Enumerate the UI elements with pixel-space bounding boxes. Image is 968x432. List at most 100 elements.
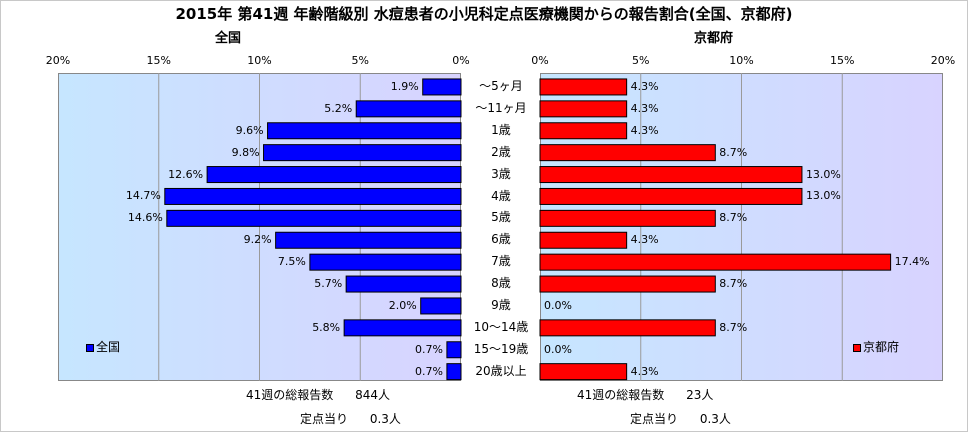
- kyoto-tick-label: 20%: [930, 54, 956, 67]
- kyoto-bar: [539, 275, 716, 293]
- national-value-label: 0.7%: [414, 364, 443, 378]
- category-label: 2歳: [491, 144, 511, 159]
- national-value-label: 9.8%: [231, 145, 260, 159]
- kyoto-subtitle: 京都府: [694, 31, 734, 46]
- kyoto-value-label: 17.4%: [894, 255, 930, 269]
- kyoto-total-label: 41週の総報告数: [577, 388, 665, 402]
- national-total-note: 41週の総報告数 844人: [246, 386, 390, 403]
- national-subtitle: 全国: [215, 31, 242, 46]
- kyoto-legend-label: 京都府: [863, 340, 900, 354]
- national-total-label: 41週の総報告数: [246, 388, 334, 402]
- category-label: 9歳: [491, 298, 511, 312]
- national-value-label: 9.2%: [243, 233, 272, 247]
- kyoto-legend: 京都府: [853, 338, 899, 355]
- national-bar: [275, 231, 462, 249]
- kyoto-value-label: 13.0%: [805, 189, 841, 203]
- national-tick-label: 5%: [351, 54, 369, 67]
- kyoto-value-label: 4.3%: [630, 233, 659, 247]
- kyoto-value-label: 0.0%: [544, 298, 572, 312]
- category-label: 8歳: [491, 276, 511, 291]
- kyoto-bar: [539, 187, 803, 205]
- kyoto-bar: [539, 363, 628, 381]
- national-bar: [343, 319, 462, 337]
- kyoto-bar: [539, 78, 628, 96]
- kyoto-bar: [539, 166, 803, 184]
- national-bar: [206, 166, 462, 184]
- kyoto-value-label: 8.7%: [719, 211, 748, 225]
- national-tick-label: 20%: [45, 54, 71, 67]
- national-per-site-label: 定点当り: [300, 412, 349, 426]
- kyoto-tick-label: 0%: [531, 54, 549, 67]
- category-label: 6歳: [491, 232, 511, 247]
- category-label: 10～14歳: [473, 319, 529, 334]
- kyoto-value-label: 8.7%: [719, 145, 748, 159]
- kyoto-value-label: 8.7%: [719, 320, 748, 334]
- national-bar: [164, 187, 462, 205]
- national-value-label: 5.7%: [314, 277, 343, 291]
- national-bar: [263, 144, 462, 162]
- national-value-label: 1.9%: [390, 79, 419, 93]
- kyoto-bar: [539, 122, 628, 140]
- national-bar: [345, 275, 462, 293]
- category-label: ～5ヶ月: [479, 79, 523, 93]
- category-label: ～11ヶ月: [475, 100, 527, 115]
- national-bar: [422, 78, 462, 96]
- kyoto-value-label: 4.3%: [630, 364, 659, 378]
- national-value-label: 5.2%: [324, 101, 353, 115]
- national-bar: [166, 209, 462, 227]
- national-value-label: 14.6%: [127, 211, 163, 225]
- national-tick-label: 0%: [452, 54, 470, 67]
- kyoto-bar: [539, 231, 628, 249]
- national-tick-label: 15%: [146, 54, 171, 67]
- national-bar: [446, 341, 462, 359]
- category-label: 3歳: [491, 166, 511, 181]
- category-label: 20歳以上: [475, 363, 527, 378]
- national-value-label: 9.6%: [235, 123, 264, 137]
- kyoto-tick-label: 10%: [729, 54, 754, 67]
- kyoto-value-label: 4.3%: [630, 79, 659, 93]
- kyoto-per-site-label: 定点当り: [630, 412, 679, 426]
- kyoto-per-site-note: 定点当り 0.3人: [630, 410, 731, 427]
- national-value-label: 7.5%: [277, 255, 306, 269]
- national-value-label: 12.6%: [168, 167, 204, 181]
- category-label: 1歳: [491, 122, 511, 137]
- kyoto-value-label: 4.3%: [630, 123, 659, 137]
- kyoto-per-site-value: 0.3人: [699, 412, 731, 426]
- kyoto-bar: [539, 209, 716, 227]
- kyoto-bar: [539, 253, 892, 271]
- category-label: 4歳: [491, 188, 511, 203]
- kyoto-legend-swatch: [853, 343, 861, 352]
- national-per-site-note: 定点当り 0.3人: [300, 410, 401, 427]
- national-value-label: 14.7%: [125, 189, 161, 203]
- chart-title: 2015年 第41週 年齢階級別 水痘患者の小児科定点医療機関からの報告割合(全…: [175, 5, 793, 23]
- national-value-label: 2.0%: [388, 298, 417, 312]
- national-value-label: 5.8%: [312, 320, 341, 334]
- national-per-site-value: 0.3人: [369, 412, 401, 426]
- national-bar: [420, 297, 462, 315]
- national-tick-label: 10%: [247, 54, 272, 67]
- kyoto-value-label: 0.0%: [544, 342, 572, 356]
- category-label: 15～19歳: [473, 341, 529, 356]
- kyoto-total-note: 41週の総報告数 23人: [577, 386, 713, 403]
- kyoto-total-value: 23人: [686, 388, 714, 402]
- national-bar: [267, 122, 462, 140]
- national-value-label: 0.7%: [414, 342, 443, 356]
- national-legend: 全国: [86, 338, 120, 355]
- kyoto-bar: [539, 100, 628, 118]
- national-legend-label: 全国: [96, 340, 121, 354]
- national-legend-swatch: [86, 343, 94, 352]
- national-bar: [309, 253, 462, 271]
- kyoto-tick-label: 15%: [830, 54, 855, 67]
- kyoto-value-label: 4.3%: [630, 101, 659, 115]
- kyoto-tick-label: 5%: [632, 54, 650, 67]
- category-label: 5歳: [491, 210, 511, 225]
- kyoto-value-label: 8.7%: [719, 277, 748, 291]
- national-bar: [446, 363, 462, 381]
- kyoto-bar: [539, 319, 716, 337]
- kyoto-bar: [539, 144, 716, 162]
- category-label: 7歳: [491, 254, 511, 269]
- national-bar: [355, 100, 462, 118]
- kyoto-value-label: 13.0%: [805, 167, 841, 181]
- national-total-value: 844人: [355, 388, 391, 402]
